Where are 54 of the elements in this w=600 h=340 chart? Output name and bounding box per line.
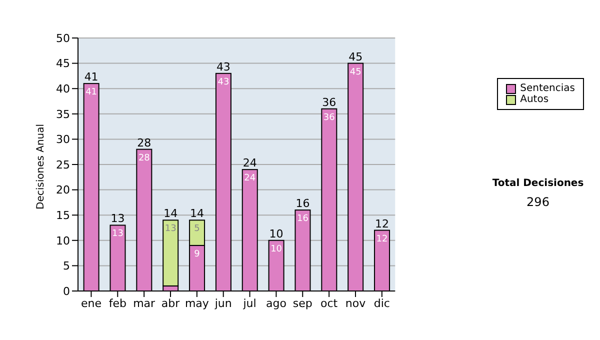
data-label: 36 [323,112,336,123]
total-label: 16 [296,197,310,210]
x-tick-label: ago [266,296,287,310]
total-label: 28 [137,136,152,150]
total-label: 12 [375,217,390,230]
data-label: 24 [244,174,256,184]
x-tick-label: dic [374,296,390,310]
total-label: 14 [190,207,204,220]
data-label: 10 [270,244,282,254]
data-label: 12 [376,234,388,244]
data-label: 16 [297,214,309,224]
y-tick-label: 20 [56,184,70,197]
y-tick-label: 35 [56,108,70,121]
data-label: 13 [112,229,124,240]
x-tick-label: jun [214,296,232,310]
y-axis-title: Decisiones Anual [36,124,47,210]
total-label: 24 [242,156,257,170]
total-label: 10 [269,227,284,240]
x-tick-label: mar [133,296,156,310]
y-tick-label: 45 [56,57,70,70]
data-label: 28 [138,153,150,164]
x-tick-label: may [184,296,210,310]
data-label: 5 [194,224,200,234]
y-tick-label: 50 [56,32,70,45]
x-tick-label: nov [345,296,366,310]
data-label: 13 [164,224,176,234]
total-label: 14 [164,207,178,220]
data-label: 9 [194,249,200,260]
legend-label: Sentencias [520,83,575,94]
total-label: 13 [110,212,125,226]
y-tick-label: 10 [56,234,70,248]
data-label: 43 [218,77,230,88]
x-tick-label: ene [80,296,102,310]
bar [162,220,179,286]
y-tick-label: 25 [56,158,70,172]
data-label: 41 [86,88,98,98]
text: Total Decisiones [491,178,585,189]
y-tick-label: 30 [56,133,70,146]
total-label: 36 [322,96,336,109]
total-label: 45 [348,50,363,64]
x-tick-label: sep [292,296,312,310]
x-tick-label: oct [320,296,338,310]
total-label: 43 [216,60,230,74]
y-tick-label: 5 [63,260,70,273]
x-tick-label: jul [242,296,256,310]
y-tick-label: 15 [56,209,70,222]
x-tick-label: abr [161,296,180,310]
data-label: 45 [350,67,362,78]
y-tick-label: 0 [63,284,70,298]
x-tick-label: feb [108,296,126,310]
legend-label: Autos [520,94,549,105]
y-tick-label: 40 [56,82,70,96]
total-label: 41 [84,70,98,84]
text: 296 [526,195,550,209]
